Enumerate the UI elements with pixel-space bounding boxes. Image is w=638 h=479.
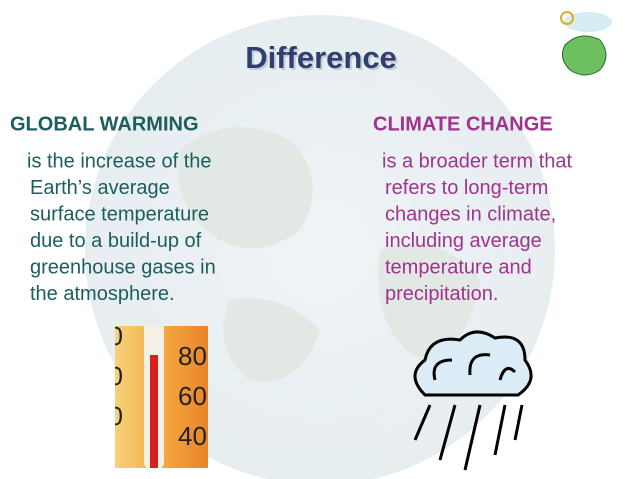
title: Difference: [245, 40, 397, 75]
body-line: is a broader term that: [382, 150, 573, 172]
body-line: Earth’s average: [30, 177, 170, 199]
body-line: due to a build-up of: [30, 230, 202, 252]
rain-cloud-image: [413, 330, 533, 471]
thermometer-label: 80: [178, 341, 207, 371]
body-line: temperature and: [385, 256, 532, 278]
body-line: changes in climate,: [385, 203, 556, 225]
body-line: including average: [385, 230, 542, 252]
corner-icon: [560, 11, 612, 76]
thermometer-label-left: 80: [94, 321, 123, 351]
body-line: precipitation.: [385, 283, 498, 305]
body-line: refers to long-term: [385, 177, 548, 199]
title-shadow: Difference: [247, 42, 399, 77]
right-heading: CLIMATE CHANGE: [373, 113, 553, 135]
body-line: the atmosphere.: [30, 283, 175, 305]
body-line: is the increase of the: [27, 150, 212, 172]
body-line: greenhouse gases in: [30, 256, 216, 278]
left-heading: GLOBAL WARMING: [10, 113, 199, 135]
thermometer-label-left: 40: [94, 401, 123, 431]
thermometer-image: 80 80 60 60 40 40: [94, 321, 208, 468]
body-line: surface temperature: [30, 203, 209, 225]
thermometer-label: 40: [178, 421, 207, 451]
left-body: is the increase of the Earth’s average sur…: [27, 150, 216, 305]
thermometer-label-left: 60: [94, 361, 123, 391]
right-body: is a broader term that refers to long-ter…: [382, 150, 573, 305]
thermometer-label: 60: [178, 381, 207, 411]
